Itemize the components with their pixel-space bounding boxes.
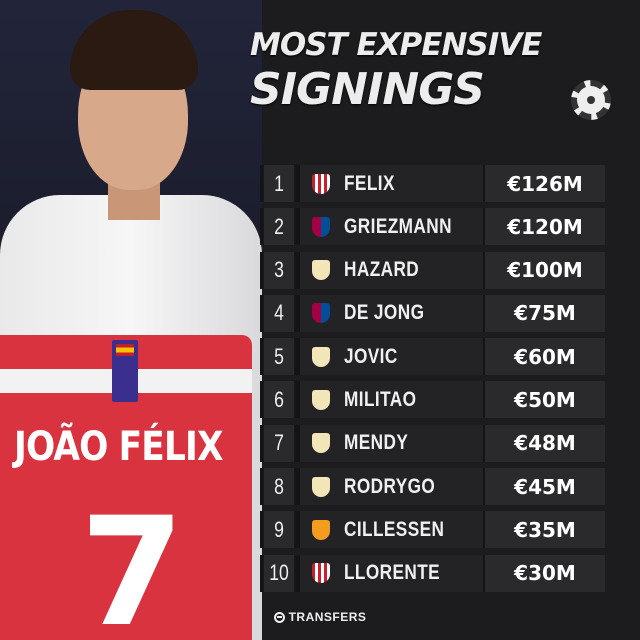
barcelona-crest-icon xyxy=(312,216,330,237)
transfer-fee: €60M xyxy=(485,338,605,376)
transfer-fee: €35M xyxy=(485,511,605,549)
shirt-name: JOÃO FÉLIX xyxy=(14,424,223,470)
player-name: CILLESSEN xyxy=(344,517,445,541)
real-madrid-crest-icon xyxy=(312,346,330,367)
title-line-2: SIGNINGS xyxy=(250,64,485,115)
player-cell: DE JONG xyxy=(300,294,483,332)
transfer-fee: €120M xyxy=(485,208,605,246)
list-item: 2 GRIEZMANN €120M xyxy=(260,208,605,246)
player-cell: JOVIC xyxy=(300,338,483,376)
transfer-fee: €75M xyxy=(485,294,605,332)
player-cell: RODRYGO xyxy=(300,468,483,506)
rank: 5 xyxy=(263,338,295,376)
barcelona-crest-icon xyxy=(312,303,330,324)
jersey-body xyxy=(0,400,252,640)
player-cell: LLORENTE xyxy=(300,554,483,592)
list-item: 7 MENDY €48M xyxy=(260,424,605,462)
player-cell: MILITAO xyxy=(300,381,483,419)
rank: 8 xyxy=(263,468,295,506)
list-item: 6 MILITAO €50M xyxy=(260,381,605,419)
rank: 1 xyxy=(263,165,295,202)
player-photo: JOÃO FÉLIX 7 xyxy=(0,0,262,640)
real-madrid-crest-icon xyxy=(312,389,330,410)
signings-list: 1 FELIX €126M 2 GRIEZMANN €120M 3 HAZARD… xyxy=(260,165,605,598)
transfer-fee: €50M xyxy=(485,381,605,419)
transfer-fee: €48M xyxy=(485,424,605,462)
player-name: RODRYGO xyxy=(344,474,436,498)
transfers-logo-icon xyxy=(273,611,285,623)
rank: 4 xyxy=(263,294,295,332)
list-item: 8 RODRYGO €45M xyxy=(260,468,605,506)
player-name: MENDY xyxy=(344,431,409,455)
atletico-crest-icon xyxy=(312,563,330,584)
footer: TRANSFERS xyxy=(0,610,640,624)
player-cell: GRIEZMANN xyxy=(300,208,483,246)
player-cell: HAZARD xyxy=(300,251,483,289)
rank: 2 xyxy=(263,208,295,246)
player-name: DE JONG xyxy=(344,301,425,325)
player-name: HAZARD xyxy=(344,258,420,282)
footer-brand: TRANSFERS xyxy=(288,610,367,624)
transfer-fee: €45M xyxy=(485,468,605,506)
transfer-fee: €30M xyxy=(485,554,605,592)
real-madrid-crest-icon xyxy=(312,476,330,497)
valencia-crest-icon xyxy=(312,519,330,540)
list-item: 3 HAZARD €100M xyxy=(260,251,605,289)
real-madrid-crest-icon xyxy=(312,260,330,281)
transfer-fee: €100M xyxy=(485,251,605,289)
list-item: 4 DE JONG €75M xyxy=(260,294,605,332)
rank: 6 xyxy=(263,381,295,419)
shirt-number: 7 xyxy=(80,486,185,640)
player-name: MILITAO xyxy=(344,387,417,411)
spain-flag-icon xyxy=(116,344,134,356)
player-name: GRIEZMANN xyxy=(344,214,452,238)
list-item: 5 JOVIC €60M xyxy=(260,338,605,376)
player-name: FELIX xyxy=(344,171,395,195)
rank: 9 xyxy=(263,511,295,549)
rank: 10 xyxy=(263,554,295,592)
rank: 3 xyxy=(263,251,295,289)
player-name: LLORENTE xyxy=(344,561,441,585)
transfer-fee: €126M xyxy=(485,165,605,202)
atletico-crest-icon xyxy=(312,173,330,194)
player-hair xyxy=(70,10,198,90)
player-cell: CILLESSEN xyxy=(300,511,483,549)
real-madrid-crest-icon xyxy=(312,433,330,454)
player-cell: FELIX xyxy=(300,165,483,202)
rank: 7 xyxy=(263,424,295,462)
player-name: JOVIC xyxy=(344,344,398,368)
title-line-1: MOST EXPENSIVE xyxy=(250,27,542,63)
list-item: 1 FELIX €126M xyxy=(260,165,605,202)
list-item: 10 LLORENTE €30M xyxy=(260,554,605,592)
list-item: 9 CILLESSEN €35M xyxy=(260,511,605,549)
laliga-ball-icon xyxy=(571,80,611,120)
player-cell: MENDY xyxy=(300,424,483,462)
